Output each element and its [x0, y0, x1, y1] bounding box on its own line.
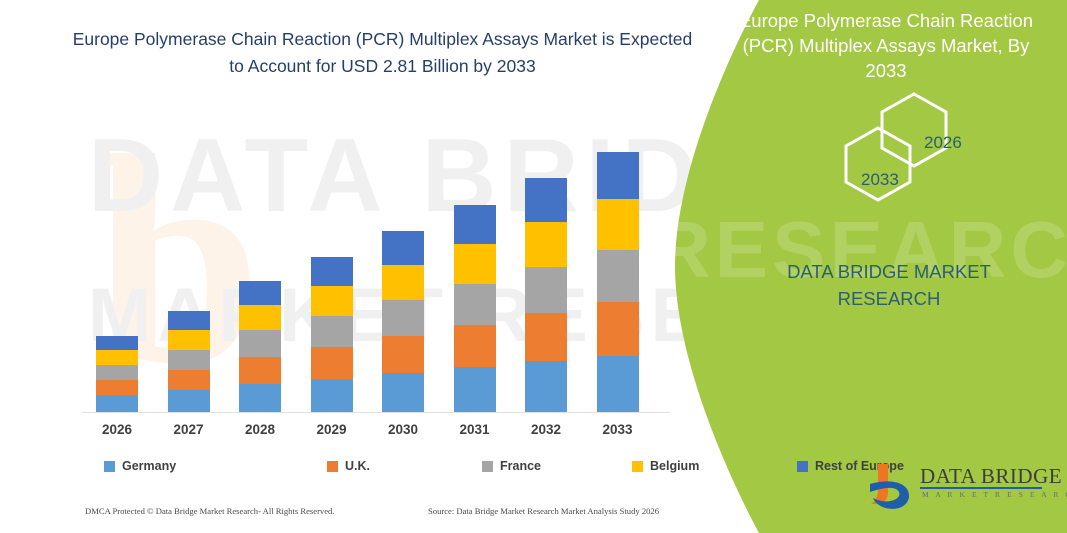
bar-segment-2026-germany: [96, 395, 138, 412]
bar-2030: [382, 231, 424, 412]
legend-swatch-icon: [327, 460, 338, 472]
bar-segment-2028-belgium: [239, 305, 281, 331]
bar-segment-2028-germany: [239, 383, 281, 412]
bar-segment-2026-u-k: [96, 379, 138, 396]
bar-segment-2031-u-k: [453, 324, 496, 368]
legend-item-u-k[interactable]: U.K.: [327, 459, 370, 473]
panel-title: Europe Polymerase Chain Reaction (PCR) M…: [738, 10, 1034, 81]
bar-segment-2026-france: [96, 364, 138, 380]
legend-item-germany[interactable]: Germany: [104, 459, 176, 473]
x-axis-line: [82, 412, 670, 413]
bar-segment-2029-france: [310, 316, 353, 348]
bar-segment-2031-france: [453, 283, 496, 325]
bar-segment-2028-rest-of-europe: [239, 281, 281, 306]
legend-label: France: [500, 459, 541, 473]
bar-segment-2032-rest-of-europe: [525, 178, 567, 222]
bar-segment-2029-u-k: [310, 347, 353, 380]
green-side-panel: [647, 0, 1067, 533]
bar-segment-2029-germany: [310, 379, 353, 412]
legend-item-france[interactable]: France: [482, 459, 541, 473]
bar-segment-2032-u-k: [525, 312, 567, 362]
legend-swatch-icon: [632, 460, 643, 472]
bar-segment-2030-rest-of-europe: [382, 231, 424, 265]
bar-2033: [596, 152, 639, 412]
bar-2028: [239, 281, 281, 412]
bar-segment-2031-rest-of-europe: [453, 205, 496, 244]
bar-segment-2028-u-k: [239, 356, 281, 384]
bar-segment-2027-rest-of-europe: [167, 311, 210, 330]
bar-segment-2026-rest-of-europe: [96, 336, 138, 350]
bar-segment-2033-rest-of-europe: [596, 152, 639, 200]
legend-label: Germany: [122, 459, 177, 473]
legend-swatch-icon: [482, 460, 493, 472]
chart-title: Europe Polymerase Chain Reaction (PCR) M…: [72, 29, 693, 76]
x-label-2029: 2029: [316, 422, 347, 437]
x-label-2031: 2031: [459, 422, 490, 437]
bar-segment-2032-belgium: [525, 221, 567, 267]
hexagon-label-2033: 2033: [861, 170, 899, 189]
logo-divider: [920, 487, 1042, 489]
bar-2026: [96, 336, 138, 412]
bar-segment-2031-belgium: [453, 243, 496, 284]
logo-name: DATA BRIDGE: [920, 464, 1063, 488]
bar-segment-2027-belgium: [167, 329, 210, 350]
bar-2027: [167, 311, 210, 412]
bar-2029: [310, 257, 353, 412]
x-label-2030: 2030: [387, 422, 419, 437]
x-label-2033: 2033: [602, 422, 633, 437]
bar-segment-2029-rest-of-europe: [310, 257, 353, 287]
bar-segment-2033-germany: [596, 355, 639, 412]
legend-swatch-icon: [797, 460, 808, 472]
panel-brand-text: DATA BRIDGE MARKET RESEARCH: [787, 261, 991, 309]
hexagon-group: 2026 2033: [836, 92, 986, 202]
footer-copyright: DMCA Protected © Data Bridge Market Rese…: [85, 506, 335, 516]
x-label-2026: 2026: [101, 422, 133, 437]
bar-2031: [453, 205, 496, 412]
bar-segment-2033-belgium: [596, 199, 639, 251]
bar-segment-2029-belgium: [310, 286, 353, 317]
legend-item-belgium[interactable]: Belgium: [632, 459, 699, 473]
chart-legend: Germany U.K. France Belgium Rest of Europe: [82, 455, 904, 477]
x-label-2032: 2032: [530, 422, 562, 437]
bar-segment-2030-u-k: [382, 335, 424, 374]
x-label-2028: 2028: [244, 422, 276, 437]
bar-segment-2032-germany: [525, 361, 567, 412]
legend-label: U.K.: [345, 459, 370, 473]
bar-segment-2026-belgium: [96, 349, 138, 365]
databridge-logo: DATA BRIDGE M A R K E T R E S E A R C H: [868, 462, 1067, 517]
logo-mark-icon: [870, 464, 910, 509]
bar-segment-2030-belgium: [382, 264, 424, 300]
bar-segment-2027-u-k: [167, 369, 210, 391]
bar-segment-2030-france: [382, 299, 424, 336]
legend-label: Belgium: [650, 459, 700, 473]
x-label-2027: 2027: [173, 422, 204, 437]
chart-area: Europe Polymerase Chain Reaction (PCR) M…: [72, 29, 693, 437]
footer-source: Source: Data Bridge Market Research Mark…: [428, 506, 660, 516]
logo-tagline: M A R K E T R E S E A R C H: [922, 490, 1067, 499]
legend-swatch-icon: [104, 460, 115, 472]
bar-segment-2033-france: [596, 250, 639, 302]
bar-segment-2030-germany: [382, 373, 424, 412]
bar-segment-2027-france: [167, 349, 210, 370]
hexagon-label-2026: 2026: [924, 133, 962, 152]
bar-segment-2032-france: [525, 266, 567, 313]
bar-segment-2031-germany: [453, 367, 496, 412]
bar-segment-2027-germany: [167, 390, 210, 412]
bar-2032: [525, 178, 567, 412]
bar-segment-2033-u-k: [596, 301, 639, 356]
footer: DMCA Protected © Data Bridge Market Rese…: [0, 506, 720, 528]
bar-segment-2028-france: [239, 330, 281, 357]
